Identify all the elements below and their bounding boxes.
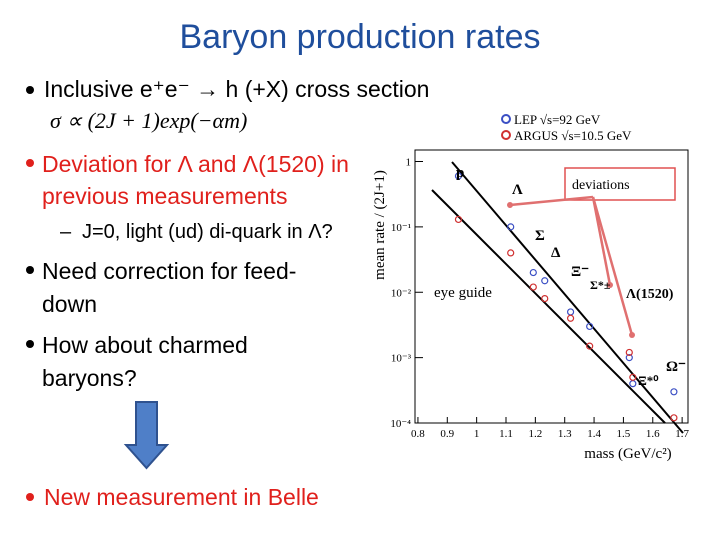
bullet-wrap: Deviation for Λ and Λ(1520) in previous … xyxy=(42,151,349,209)
legend-label: ARGUS √s=10.5 GeV xyxy=(514,128,632,143)
arrow-head xyxy=(607,282,613,288)
bullet-dot xyxy=(26,493,34,501)
x-tick-label: 1.3 xyxy=(558,428,572,440)
y-tick-label: 10⁻¹ xyxy=(391,222,411,234)
deviation-arrow xyxy=(509,195,594,207)
sub-bullet: J=0, light (ud) di-quark in Λ? xyxy=(82,221,333,243)
arrow-head xyxy=(507,202,513,208)
data-point xyxy=(670,414,678,422)
data-point xyxy=(541,294,549,303)
eye-guide xyxy=(451,161,684,434)
legend-label: LEP √s=92 GeV xyxy=(514,112,601,127)
annotation: Ξ*⁰ xyxy=(638,373,659,388)
annotation: deviations xyxy=(572,178,630,193)
formula: σ ∝ (2J + 1)exp(−αm) xyxy=(50,108,247,133)
y-axis-label: mean rate / (2J+1) xyxy=(372,170,388,280)
bullet: Inclusive e⁺e⁻ → h (+X) cross section xyxy=(44,76,429,102)
bullet: New measurement in Belle xyxy=(44,484,319,510)
x-tick-label: 1.1 xyxy=(499,428,513,440)
x-tick-label: 1 xyxy=(474,428,480,440)
annotation: Ω⁻ xyxy=(666,359,686,375)
data-point xyxy=(586,342,594,350)
x-tick-label: 0.8 xyxy=(411,428,425,440)
data-point xyxy=(454,215,463,224)
data-point xyxy=(586,322,594,331)
annotation: p xyxy=(456,165,464,181)
annotation: Σ*± xyxy=(590,278,611,292)
x-tick-label: 1.4 xyxy=(587,428,601,440)
x-axis-label: mass (GeV/c²) xyxy=(584,446,671,462)
bullet-list: Inclusive e⁺e⁻ → h (+X) cross section σ … xyxy=(26,76,429,510)
legend-marker xyxy=(501,130,511,140)
deviation-box xyxy=(564,167,676,201)
plot: 0.8 0.9 1 1.1 1.2 1.3 1.4 1.5 1.6 1.7 1 10⁻¹ 10⁻² 10⁻… xyxy=(372,112,690,462)
eye-guide xyxy=(431,189,666,424)
bullet-dot xyxy=(26,159,34,167)
data-point xyxy=(529,268,537,277)
data-point xyxy=(507,223,515,231)
deviation-arrow xyxy=(591,196,612,286)
y-tick-label: 10⁻⁴ xyxy=(390,418,411,430)
bullet-dot xyxy=(26,266,34,274)
bullet-wrap: How about charmed baryons? xyxy=(42,332,248,391)
x-tick-label: 1.2 xyxy=(528,428,542,440)
bullet-dot xyxy=(26,340,34,348)
deviation-arrow xyxy=(591,196,634,336)
bullet: How about charmed baryons? xyxy=(42,332,248,391)
data-point xyxy=(529,283,537,291)
data-point xyxy=(625,348,633,357)
data-point xyxy=(670,388,678,396)
x-tick-label: 1.7 xyxy=(675,428,689,440)
annotation: Δ xyxy=(551,245,561,261)
annotation: Ξ⁻ xyxy=(571,264,589,280)
data-point xyxy=(625,354,633,362)
data-point xyxy=(507,249,515,257)
slide-title: Baryon production rates xyxy=(180,18,541,56)
data-point xyxy=(566,308,575,316)
annotation: eye guide xyxy=(434,285,492,301)
arrow-head xyxy=(629,332,635,338)
bullet: Deviation for Λ and Λ(1520) in previous … xyxy=(42,151,349,209)
x-tick-label: 0.9 xyxy=(440,428,454,440)
data-point xyxy=(629,373,637,381)
bullet-dot xyxy=(26,86,34,94)
annotation: Λ(1520) xyxy=(626,287,674,302)
data-point xyxy=(454,172,463,180)
data-point xyxy=(566,314,575,322)
y-tick-label: 10⁻³ xyxy=(391,353,412,365)
bullet: Need correction for feed-down xyxy=(42,258,297,317)
x-tick-label: 1.6 xyxy=(646,428,660,440)
data-point xyxy=(541,277,549,285)
legend-marker xyxy=(501,114,511,124)
plot-frame xyxy=(414,149,689,424)
down-arrow xyxy=(123,401,170,470)
sub-dash: – xyxy=(60,221,72,243)
annotation: Σ xyxy=(535,228,545,244)
bullet-wrap: Need correction for feed-down xyxy=(42,258,297,317)
y-tick-label: 1 xyxy=(406,157,412,169)
x-tick-label: 1.5 xyxy=(617,428,631,440)
y-tick-label: 10⁻² xyxy=(391,287,412,299)
data-point xyxy=(629,380,637,388)
annotation: Λ xyxy=(512,182,523,198)
